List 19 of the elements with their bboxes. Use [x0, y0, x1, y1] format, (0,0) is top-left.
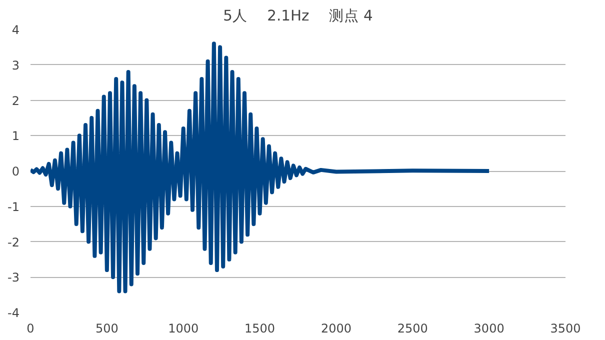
- y-tick-label: -3: [8, 270, 20, 285]
- y-tick-label: -2: [8, 235, 20, 250]
- y-tick-label: 1: [12, 129, 20, 144]
- x-tick-label: 3000: [474, 322, 504, 336]
- x-tick-label: 1500: [244, 322, 276, 336]
- y-tick-label: 0: [12, 164, 20, 178]
- y-tick-label: -4: [8, 306, 20, 320]
- chart-title: 5人 2.1Hz 测点 4: [223, 8, 373, 24]
- line-series: [30, 42, 492, 294]
- x-tick-label: 1000: [168, 322, 199, 336]
- x-tick-label: 3500: [550, 322, 581, 336]
- x-tick-label: 2500: [397, 322, 428, 336]
- y-tick-label: 2: [12, 94, 20, 108]
- x-tick-label: 0: [26, 322, 34, 336]
- y-tick-label: 3: [12, 58, 20, 72]
- y-tick-label: 4: [12, 23, 20, 37]
- x-tick-label: 500: [95, 322, 118, 336]
- x-tick-label: 2000: [320, 322, 352, 336]
- y-tick-label: -1: [8, 200, 20, 214]
